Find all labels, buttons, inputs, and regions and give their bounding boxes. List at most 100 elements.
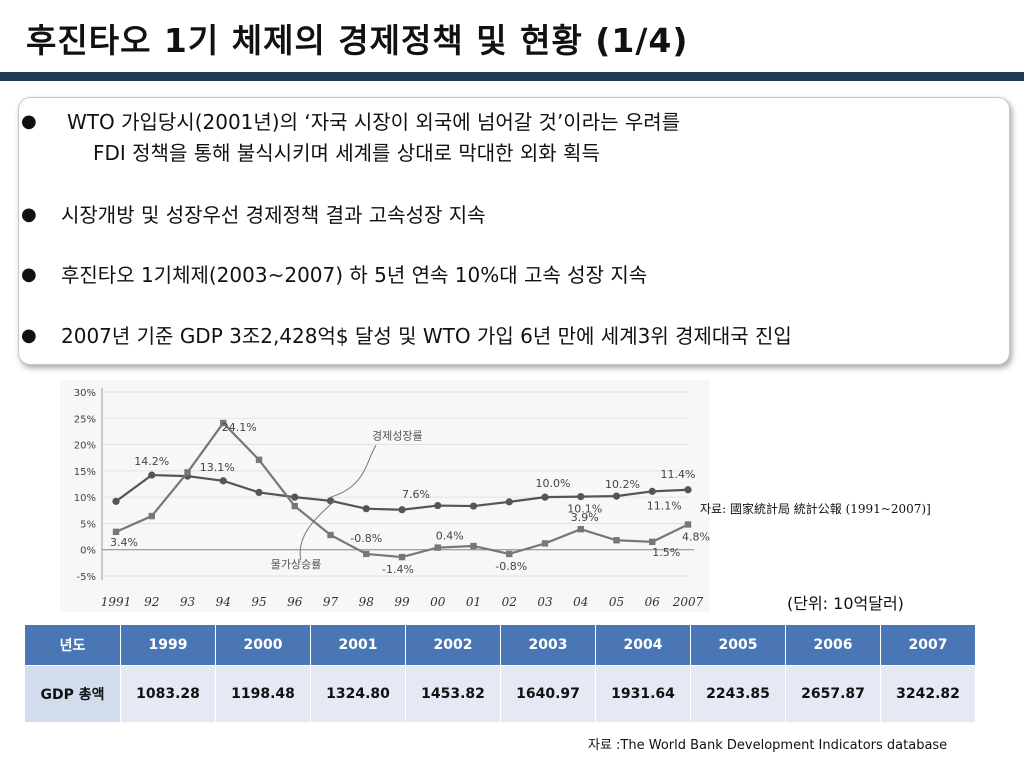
data-point (327, 531, 334, 539)
data-point (112, 497, 120, 505)
data-point (291, 493, 299, 501)
table-cell: 3242.82 (880, 665, 976, 723)
data-label: 4.8% (682, 530, 710, 543)
x-tick-label: 92 (144, 595, 159, 609)
table-row-label: GDP 총액 (24, 665, 121, 723)
table-header-year: 1999 (120, 624, 216, 666)
data-point (648, 487, 656, 495)
data-point (684, 521, 692, 528)
table-header-year: 2005 (690, 624, 786, 666)
data-label: 3.9% (571, 511, 599, 524)
table-cell: 1453.82 (405, 665, 501, 723)
bullet-dot-icon: ● (21, 204, 37, 225)
data-point (684, 486, 692, 494)
slide-title: 후진타오 1기 체제의 경제정책 및 현황 (1/4) (26, 21, 689, 60)
y-tick-label: 0% (80, 546, 96, 557)
data-point (184, 469, 191, 476)
data-point (470, 542, 477, 550)
data-point (148, 512, 155, 520)
bullet-text-continued: FDI 정책을 통해 불식시키며 세계를 상대로 막대한 외화 획득 (93, 141, 600, 165)
bullet-box: ● WTO 가입당시(2001년)의 ‘자국 시장이 외국에 넘어갈 것’이라는… (18, 97, 1010, 365)
table-header-row: 년도 1999 2000 2001 2002 2003 2004 2005 20… (24, 624, 976, 666)
data-label: 10.1% (567, 503, 602, 516)
x-tick-label: 04 (573, 595, 588, 609)
callout-line (330, 445, 377, 498)
x-tick-label: 06 (645, 595, 661, 609)
bullet-text: 2007년 기준 GDP 3조2,428억$ 달성 및 WTO 가입 6년 만에… (61, 324, 792, 348)
x-tick-label: 00 (430, 595, 446, 609)
table-cell: 2243.85 (690, 665, 786, 723)
data-label: 11.4% (661, 468, 696, 481)
y-tick-label: 15% (74, 467, 96, 478)
data-point (469, 502, 478, 510)
x-tick-label: 97 (323, 595, 339, 609)
table-header-year: 2000 (215, 624, 311, 666)
data-point (434, 501, 442, 510)
data-point (505, 498, 513, 506)
unit-note: (단위: 10억달러) (787, 594, 904, 613)
data-point (398, 553, 406, 561)
x-tick-label: 96 (287, 595, 303, 609)
table-header-label: 년도 (24, 624, 121, 666)
x-tick-label: 01 (466, 595, 481, 609)
table-cell: 1198.48 (215, 665, 311, 723)
chart-source: 자료: 國家統計局 統計公報 (1991~2007)] (700, 502, 931, 516)
bullet-text: WTO 가입당시(2001년)의 ‘자국 시장이 외국에 넘어갈 것’이라는 우… (67, 110, 681, 134)
data-point (577, 493, 585, 501)
x-tick-label: 1991 (101, 595, 132, 609)
data-point (612, 492, 621, 500)
x-tick-label: 05 (609, 595, 624, 609)
table-header-year: 2004 (595, 624, 691, 666)
bullet-dot-icon: ● (21, 325, 37, 346)
table-header-year: 2001 (310, 624, 406, 666)
data-point (255, 488, 263, 497)
data-label: -0.8% (350, 532, 382, 545)
x-tick-label: 93 (180, 595, 196, 609)
data-point (291, 502, 298, 510)
table-header-year: 2002 (405, 624, 501, 666)
gdp-table: 년도 1999 2000 2001 2002 2003 2004 2005 20… (24, 624, 976, 723)
data-point (541, 540, 549, 547)
x-tick-label: 99 (394, 595, 410, 609)
data-label: 3.4% (110, 536, 138, 549)
table-cell: 2657.87 (785, 665, 881, 723)
data-point (649, 538, 656, 546)
y-tick-label: 10% (74, 493, 96, 504)
data-point (255, 456, 263, 464)
data-label: 11.1% (647, 499, 682, 512)
y-tick-label: 30% (74, 388, 96, 399)
line-chart-svg: 30% 25% 20% 15% 10% 5% 0% -5% 1991 92 93 94 95 96 97 98… (74, 388, 710, 609)
data-label: -1.4% (382, 563, 414, 576)
data-point (577, 526, 584, 533)
table-header-year: 2007 (880, 624, 976, 666)
bullet-dot-icon: ● (21, 264, 37, 285)
x-tick-label: 95 (251, 595, 266, 609)
x-tick-label: 94 (216, 595, 231, 609)
data-point (506, 550, 513, 558)
x-tick-label: 03 (537, 595, 553, 609)
callout-line (299, 499, 335, 561)
table-cell: 1931.64 (595, 665, 691, 723)
table-header-year: 2006 (785, 624, 881, 666)
y-tick-label: -5% (77, 572, 96, 583)
data-point (398, 506, 406, 514)
table-header-year: 2003 (500, 624, 596, 666)
y-tick-label: 5% (80, 519, 96, 530)
data-point (613, 537, 620, 544)
table-cell: 1324.80 (310, 665, 406, 723)
data-label: 13.1% (200, 461, 235, 474)
data-point (363, 550, 370, 558)
data-point (362, 505, 370, 513)
x-tick-label: 02 (502, 595, 517, 609)
bullet-text: 후진타오 1기체제(2003~2007) 하 5년 연속 10%대 고속 성장 … (61, 263, 648, 287)
data-label: 1.5% (652, 546, 680, 559)
y-tick-label: 20% (74, 441, 96, 452)
x-tick-label: 2007 (672, 595, 704, 609)
data-label: 7.6% (402, 488, 430, 501)
data-label: -0.8% (495, 560, 527, 573)
y-tick-label: 25% (74, 414, 96, 425)
data-point (326, 497, 335, 505)
data-point (220, 419, 227, 427)
data-label: 10.2% (605, 478, 640, 491)
table-cell: 1083.28 (120, 665, 216, 723)
